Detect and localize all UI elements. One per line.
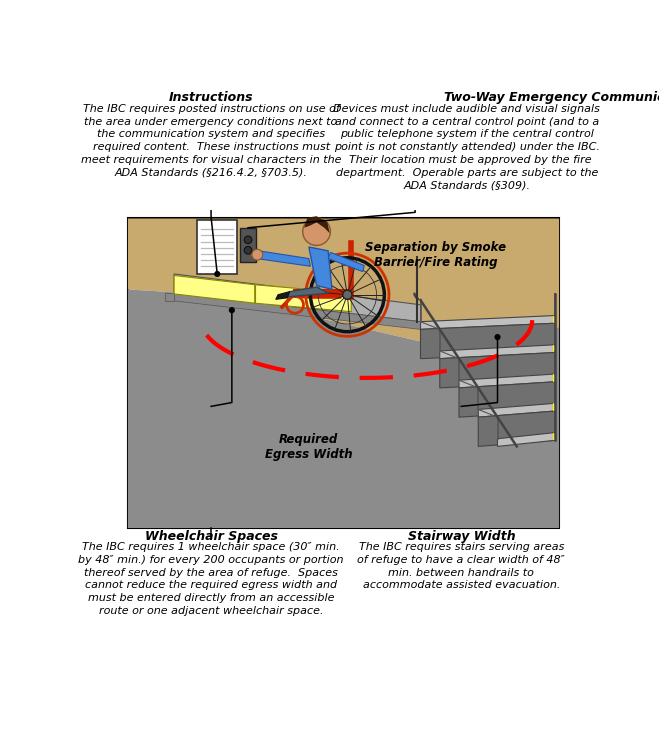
Polygon shape	[553, 403, 556, 411]
Polygon shape	[553, 433, 556, 440]
Circle shape	[343, 290, 352, 299]
Polygon shape	[128, 218, 559, 343]
Text: Devices must include audible and visual signals
and connect to a central control: Devices must include audible and visual …	[333, 104, 600, 191]
Circle shape	[244, 247, 252, 254]
Circle shape	[302, 218, 330, 245]
Polygon shape	[174, 293, 420, 329]
Polygon shape	[328, 253, 364, 272]
Polygon shape	[309, 247, 332, 289]
Text: Required
Egress Width: Required Egress Width	[265, 433, 353, 461]
Polygon shape	[553, 345, 556, 353]
Text: Stairway Width: Stairway Width	[407, 531, 515, 543]
Polygon shape	[128, 289, 559, 528]
Text: Wheelchair Spaces: Wheelchair Spaces	[144, 531, 277, 543]
Circle shape	[244, 236, 252, 244]
Polygon shape	[420, 323, 556, 358]
Polygon shape	[478, 411, 556, 447]
Polygon shape	[553, 315, 556, 323]
Text: Two-Way Emergency Communication System: Two-Way Emergency Communication System	[444, 91, 659, 104]
Polygon shape	[174, 275, 255, 303]
Text: The IBC requires stairs serving areas
of refuge to have a clear width of 48″
min: The IBC requires stairs serving areas of…	[357, 542, 565, 591]
Polygon shape	[304, 216, 330, 233]
Polygon shape	[498, 433, 556, 447]
Circle shape	[494, 334, 501, 340]
Bar	[241, 228, 256, 262]
Polygon shape	[174, 274, 420, 322]
Text: The IBC requires posted instructions on use of
the area under emergency conditio: The IBC requires posted instructions on …	[81, 104, 341, 178]
Text: Instructions: Instructions	[169, 91, 253, 104]
Polygon shape	[459, 374, 556, 388]
Polygon shape	[165, 293, 174, 301]
Circle shape	[214, 271, 220, 277]
Polygon shape	[478, 403, 556, 417]
Bar	[197, 220, 237, 274]
Circle shape	[252, 250, 263, 260]
Text: Separation by Smoke
Barrier/Fire Rating: Separation by Smoke Barrier/Fire Rating	[365, 241, 507, 269]
Polygon shape	[553, 374, 556, 382]
Bar	[128, 218, 559, 528]
Text: The IBC requires 1 wheelchair space (30″ min.
by 48″ min.) for every 200 occupan: The IBC requires 1 wheelchair space (30″…	[78, 542, 344, 616]
Polygon shape	[440, 353, 556, 388]
Polygon shape	[286, 287, 328, 297]
Polygon shape	[293, 289, 351, 297]
Circle shape	[229, 307, 235, 313]
Polygon shape	[256, 251, 310, 266]
Polygon shape	[255, 285, 351, 312]
Polygon shape	[440, 345, 556, 358]
Polygon shape	[459, 382, 556, 417]
Polygon shape	[420, 315, 556, 329]
Polygon shape	[275, 292, 289, 299]
